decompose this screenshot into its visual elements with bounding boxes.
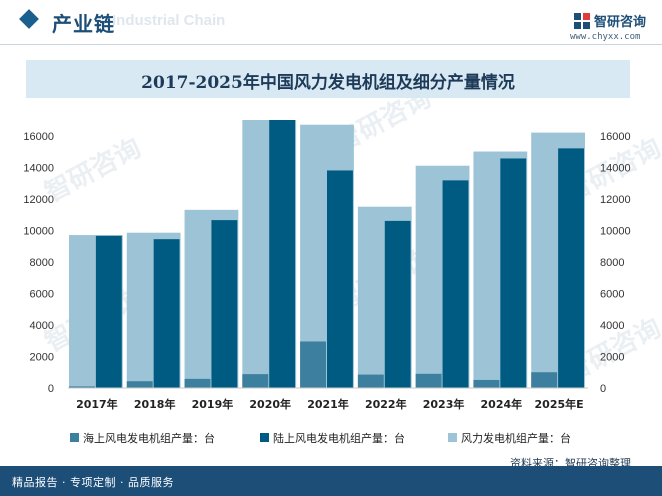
y-left-tick-label: 14000 [23,162,54,174]
diamond-icon [19,9,39,29]
bar-offshore [357,374,384,388]
y-left-tick-label: 2000 [30,351,54,363]
footer-slogan: 精品报告 · 专项定制 · 品质服务 [12,476,174,489]
chart-legend: 海上风电发电机组产量：台 陆上风电发电机组产量：台 风力发电机组产量：台 [70,430,630,446]
bar-onshore [327,170,353,388]
legend-swatch-total [448,433,457,442]
y-right-tick-label: 14000 [600,162,631,174]
x-tick-label: 2025年E [535,397,584,411]
x-tick-label: 2017年 [76,397,118,411]
x-tick-label: 2024年 [481,397,523,411]
bar-offshore [415,373,442,388]
bar-offshore [184,378,211,388]
y-left-tick-label: 16000 [23,131,54,143]
bar-onshore [384,220,411,388]
y-right-tick-label: 12000 [600,194,631,206]
brand-name: 智研咨询 [594,15,647,30]
y-left-tick-label: 8000 [30,257,54,269]
x-tick-label: 2022年 [365,397,407,411]
y-left-tick-label: 4000 [30,320,54,332]
bar-onshore [153,239,180,388]
bar-onshore [95,235,122,388]
chart-title-band: 2017-2025年中国风力发电机组及细分产量情况 [26,60,630,98]
bar-chart: 2017年 2018年 2019年 2020年 2021年 2022年 2023年 2024年… [23,120,631,411]
legend-label-total: 风力发电机组产量：台 [461,432,571,445]
section-subtitle-ghost: Industrial Chain [112,12,226,29]
bar-onshore [500,158,527,388]
y-right-tick-label: 16000 [600,131,631,143]
footer-bar: 精品报告 · 专项定制 · 品质服务 [0,466,662,496]
legend-label-offshore: 海上风电发电机组产量：台 [83,432,215,445]
x-tick-label: 2020年 [249,397,291,411]
y-right-tick-label: 10000 [600,225,631,237]
bar-onshore [211,220,238,388]
y-right-tick-label: 6000 [600,288,624,300]
bar-onshore [558,148,584,388]
bar-offshore [300,341,326,388]
header-divider [0,44,662,45]
y-left-tick-label: 0 [48,383,54,395]
legend-label-onshore: 陆上风电发电机组产量：台 [273,432,405,445]
legend-swatch-onshore [260,433,269,442]
bar-offshore [473,379,500,388]
section-title: 产业链 [52,12,115,36]
y-left-tick-label: 6000 [30,288,54,300]
x-tick-label: 2021年 [307,397,349,411]
brand-url: www.chyxx.com [570,32,641,42]
bar-onshore [442,180,469,388]
y-left-tick-label: 12000 [23,194,54,206]
bar-offshore [69,386,95,388]
x-tick-label: 2023年 [423,397,465,411]
bar-onshore [269,120,296,388]
y-right-tick-label: 2000 [600,351,624,363]
y-right-tick-label: 0 [600,383,606,395]
y-right-tick-label: 8000 [600,257,624,269]
chart-title: 2017-2025年中国风力发电机组及细分产量情况 [141,73,515,93]
header-bar: 产业链 Industrial Chain 智研咨询 www.chyxx.com [0,0,662,44]
x-tick-label: 2019年 [192,397,234,411]
bar-offshore [126,381,153,388]
y-left-tick-label: 10000 [23,225,54,237]
bar-offshore [531,372,558,388]
bar-offshore [242,374,269,388]
x-tick-label: 2018年 [134,397,176,411]
legend-swatch-offshore [70,433,79,442]
brand-logo-icon [574,13,590,29]
y-right-tick-label: 4000 [600,320,624,332]
